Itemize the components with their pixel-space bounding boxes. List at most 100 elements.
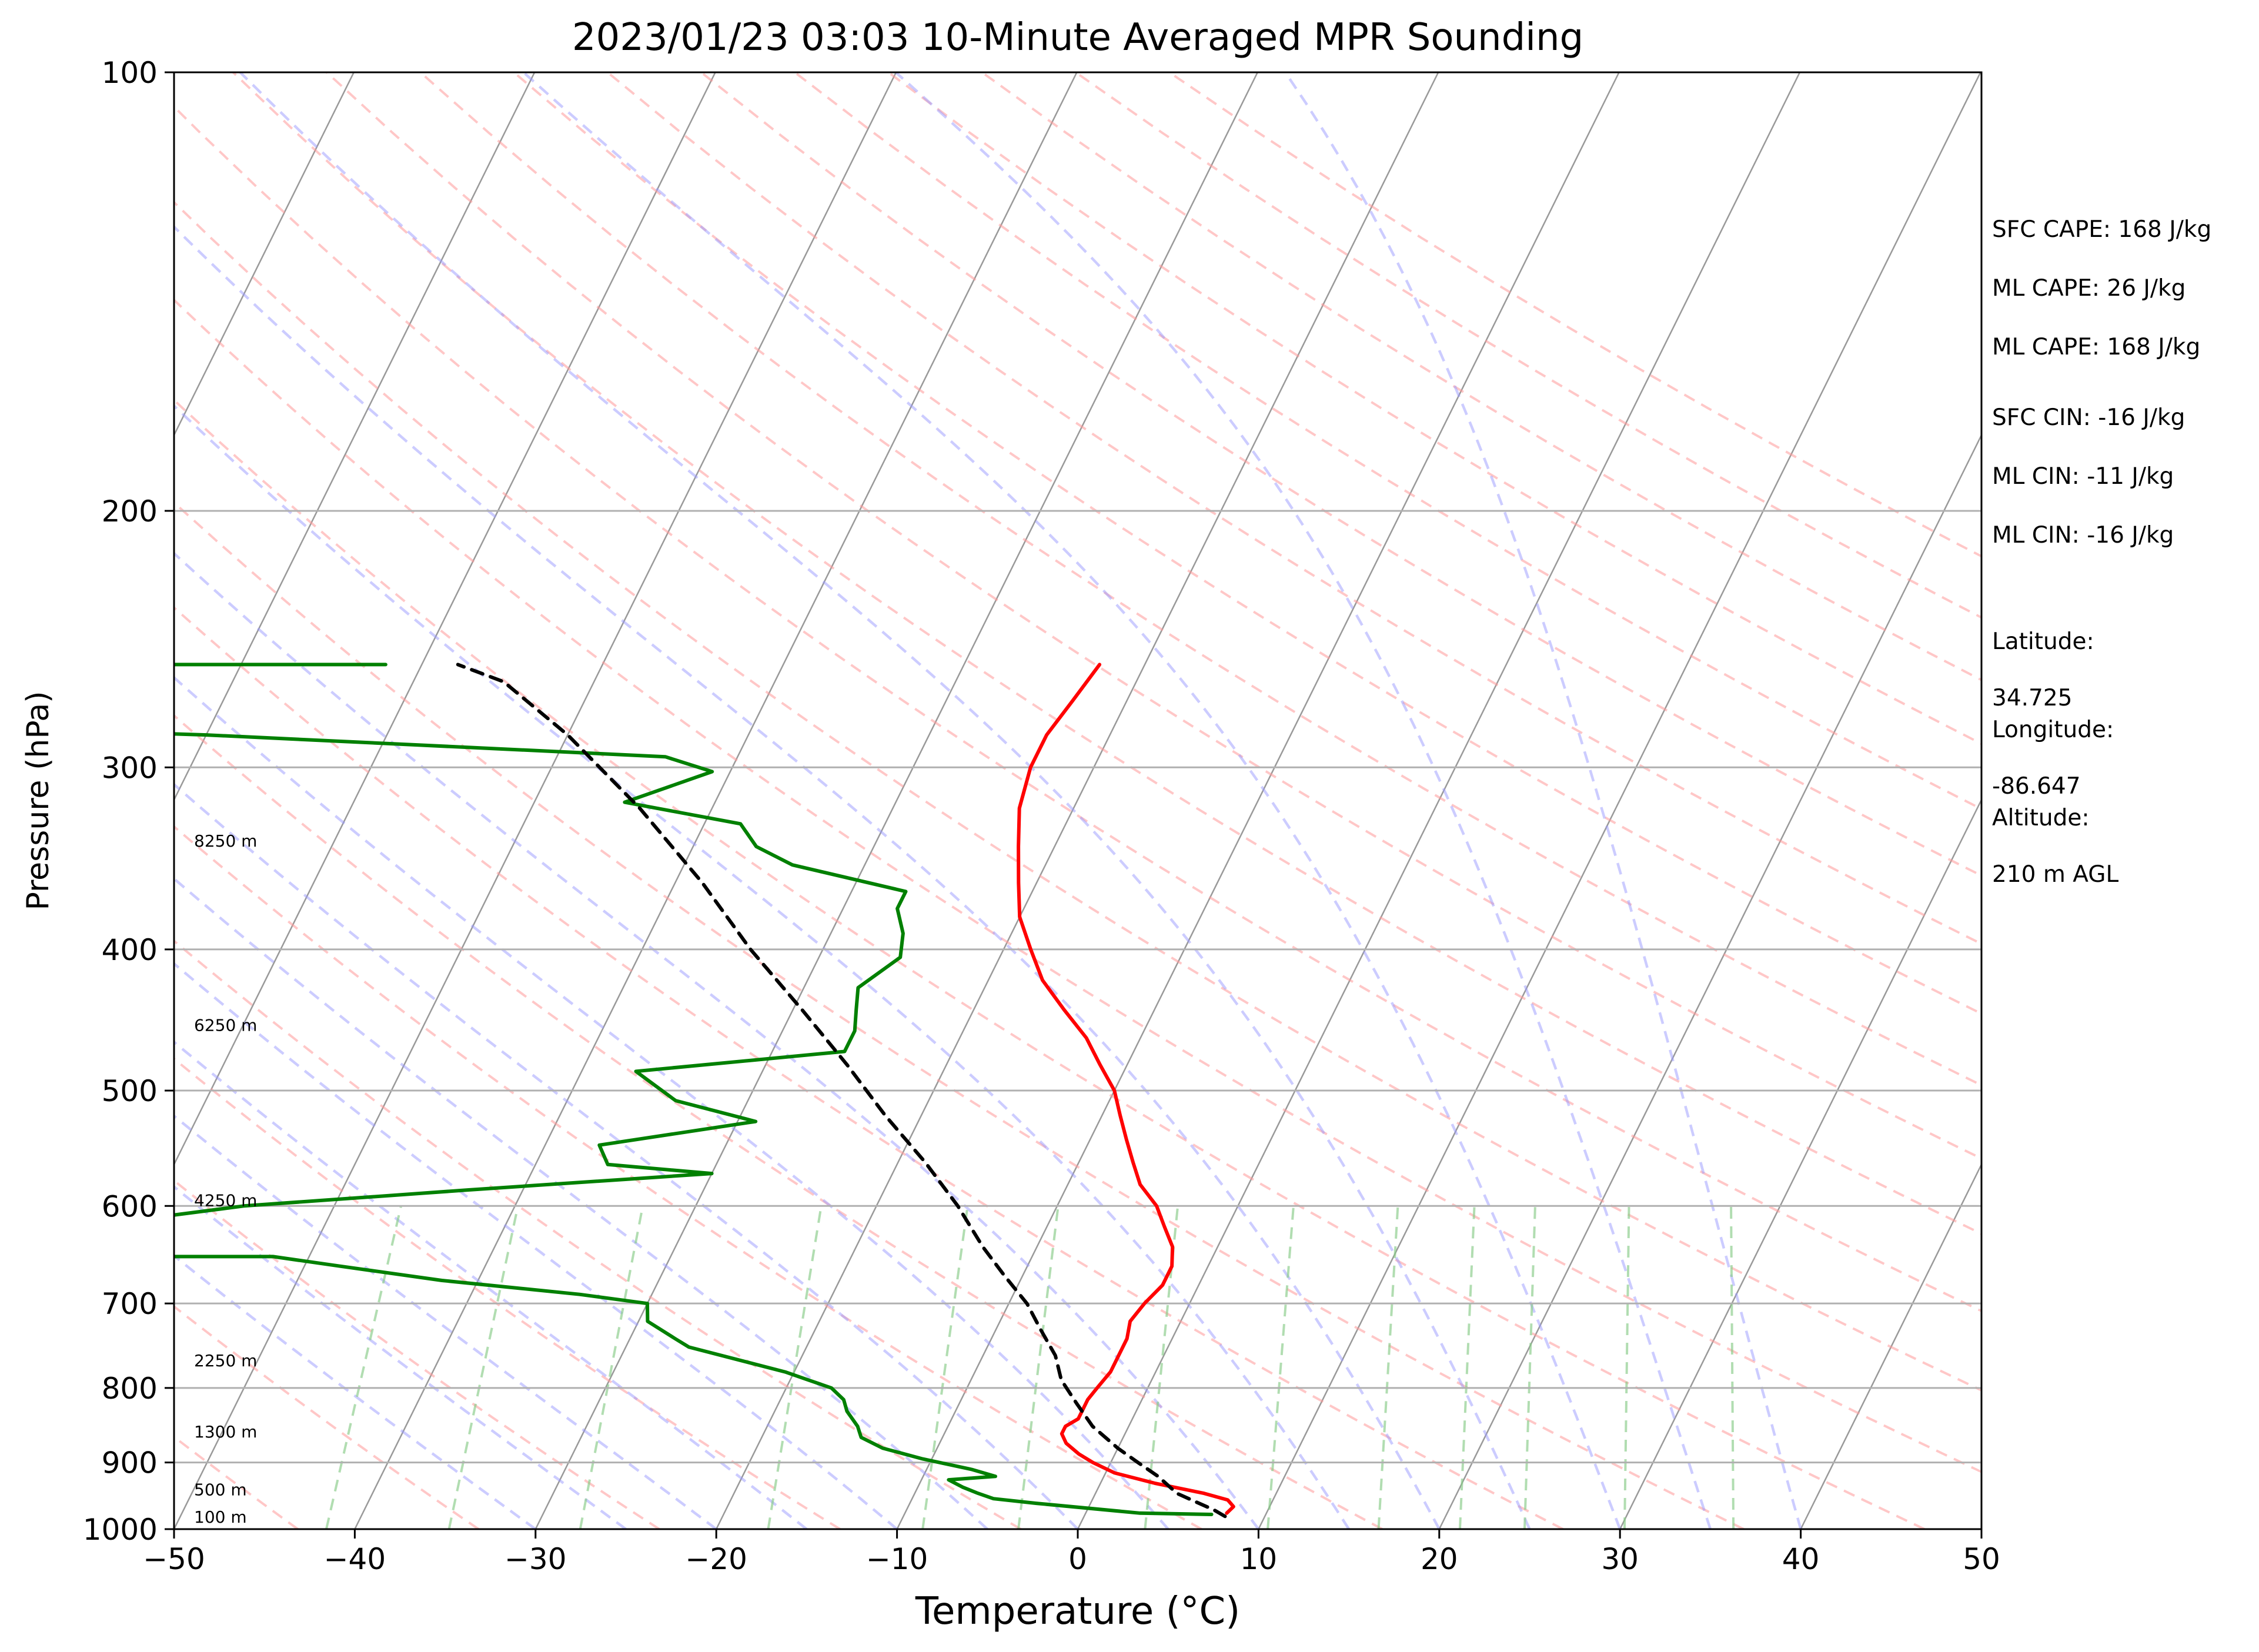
chart-title: 2023/01/23 03:03 10-Minute Averaged MPR … [572, 16, 1583, 59]
y-axis-label: Pressure (hPa) [21, 691, 56, 911]
dry-adiabat [174, 714, 1383, 1529]
mixing-ratio-line [1623, 1206, 1630, 1529]
isotherm [896, 72, 1620, 1529]
y-tick-label: 500 [102, 1074, 158, 1108]
mixing-ratio-line [1377, 1206, 1399, 1529]
mixing-ratio-line [1730, 1206, 1735, 1529]
stat-annotation: ML CAPE: 26 J/kg [1992, 275, 2186, 302]
x-tick-label: 0 [1068, 1542, 1087, 1576]
y-tick-label: 200 [102, 494, 158, 529]
mixing-ratio-line [921, 1205, 969, 1529]
moist-adiabat [895, 72, 1712, 1529]
height-labels: 100 m 500 m 1300 m 2250 m 4250 m 6250 m 8250 m [194, 831, 257, 1527]
height-label: 8250 m [194, 831, 257, 851]
height-label: 1300 m [194, 1422, 257, 1442]
y-tick-label: 800 [102, 1372, 158, 1406]
dry-adiabat [981, 72, 1981, 681]
background-lines [174, 72, 1981, 1529]
y-tick-label: 100 [102, 56, 158, 90]
series-layer [174, 663, 1235, 1519]
moist-adiabat [174, 877, 988, 1529]
dry-adiabat [700, 72, 1981, 877]
moist-adiabat [174, 404, 1351, 1529]
mixing-ratio-line [1144, 1206, 1179, 1529]
x-tick-label: −10 [866, 1542, 928, 1576]
isotherm [174, 72, 897, 1529]
dry-adiabat [174, 500, 1745, 1529]
dry-adiabat [174, 1305, 480, 1529]
mixing-ratio-line [325, 1205, 403, 1529]
y-tick-label: 900 [102, 1446, 158, 1480]
height-label: 4250 m [194, 1190, 257, 1210]
pressure-gridlines [174, 72, 1981, 1529]
moist-adiabat [174, 962, 898, 1529]
moist-adiabat [1284, 72, 1802, 1529]
dry-adiabat [174, 606, 1564, 1529]
moist-adiabat [522, 72, 1622, 1529]
moist-adiabat [174, 782, 1079, 1529]
altitude-label: Altitude: [1992, 805, 2090, 831]
y-tick-label: 300 [102, 751, 158, 785]
stat-annotation: SFC CIN: -16 J/kg [1992, 404, 2185, 431]
mixing-ratio-line [579, 1205, 644, 1529]
x-tick-label: 40 [1782, 1542, 1820, 1576]
dry-adiabat [607, 72, 1981, 945]
latitude-label: Latitude: [1992, 628, 2094, 655]
mixing-ratio-line [1017, 1206, 1060, 1529]
latitude-value: 34.725 [1992, 685, 2073, 711]
temperature-line [1017, 663, 1235, 1515]
stat-annotation: SFC CAPE: 168 J/kg [1992, 216, 2211, 243]
isotherm [1438, 433, 1981, 1529]
longitude-value: -86.647 [1992, 773, 2081, 800]
dry-adiabat [174, 200, 1981, 1392]
isotherm [1077, 72, 1801, 1529]
isotherm [354, 72, 1078, 1529]
height-label: 500 m [194, 1480, 247, 1500]
height-label: 2250 m [194, 1351, 257, 1370]
annotations-panel: SFC CAPE: 168 J/kg ML CAPE: 26 J/kg ML CAP… [1992, 216, 2211, 549]
longitude-label: Longitude: [1992, 717, 2114, 743]
x-tick-label: −30 [504, 1542, 567, 1576]
mixing-ratio-line [1266, 1206, 1295, 1529]
isotherm [174, 72, 355, 437]
isotherm [534, 72, 1258, 1529]
longitude-block: Longitude: -86.647 [1992, 688, 2114, 801]
height-label: 6250 m [194, 1016, 257, 1035]
isotherm [174, 72, 716, 1166]
altitude-block: Altitude: 210 m AGL [1992, 776, 2118, 889]
dry-adiabat [174, 398, 1926, 1529]
x-tick-label: 10 [1240, 1542, 1278, 1576]
moist-adiabat [174, 675, 1169, 1529]
mixing-ratio-line [1458, 1206, 1476, 1529]
dry-adiabat [174, 939, 1022, 1529]
dry-adiabat [326, 72, 1981, 1160]
y-tick-label: 400 [102, 933, 158, 967]
moist-adiabat [239, 72, 1531, 1529]
x-tick-label: 20 [1421, 1542, 1458, 1576]
dry-adiabat [174, 298, 1981, 1473]
dry-adiabat [232, 72, 1981, 1235]
isotherm [716, 72, 1439, 1529]
y-axis-ticks: 1000 900 800 700 600 500 400 300 200 100 [83, 56, 174, 1547]
moist-adiabat [174, 1040, 808, 1529]
height-label: 100 m [194, 1507, 247, 1527]
stat-annotation: ML CIN: -16 J/kg [1992, 522, 2174, 549]
stat-annotation: ML CAPE: 168 J/kg [1992, 334, 2200, 360]
x-tick-label: −50 [143, 1542, 205, 1576]
mixing-ratio-line [767, 1205, 823, 1529]
x-tick-label: −20 [685, 1542, 747, 1576]
stat-annotation: ML CIN: -11 J/kg [1992, 463, 2174, 490]
altitude-value: 210 m AGL [1992, 861, 2119, 888]
parcel-line [456, 663, 1227, 1519]
y-tick-label: 1000 [83, 1513, 158, 1547]
x-tick-label: −40 [324, 1542, 386, 1576]
mixing-ratio-line [1523, 1206, 1536, 1529]
isotherm [1800, 1162, 1981, 1529]
y-tick-label: 700 [102, 1287, 158, 1321]
x-axis-ticks: −50 −40 −30 −20 −10 0 10 20 30 40 50 [143, 1529, 2000, 1576]
isotherm [1258, 72, 1981, 1529]
isotherm [174, 72, 536, 802]
moist-adiabat [174, 1114, 717, 1529]
x-tick-label: 30 [1601, 1542, 1639, 1576]
